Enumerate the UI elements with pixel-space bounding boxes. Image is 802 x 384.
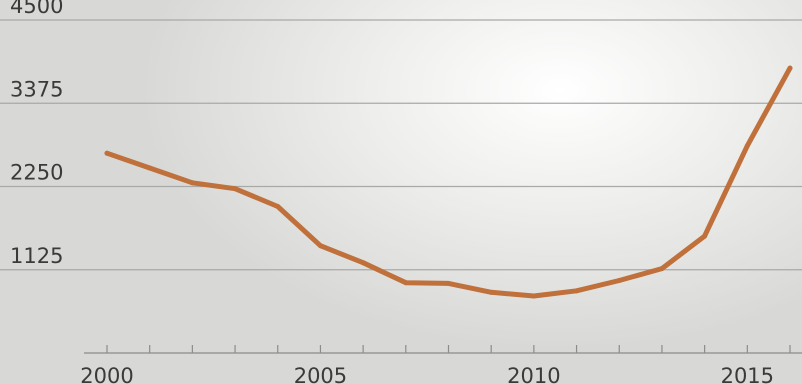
y-tick-label: 3375: [10, 77, 63, 101]
data-point-2001: [147, 165, 153, 171]
data-point-2016: [787, 65, 793, 71]
data-point-2000: [104, 150, 110, 156]
y-tick-label: 1125: [10, 244, 63, 268]
data-point-2002: [189, 180, 195, 186]
data-point-2014: [702, 233, 708, 239]
x-tick-label: 2000: [80, 364, 133, 384]
data-point-2008: [446, 280, 451, 286]
series-line-0: [104, 65, 793, 299]
data-point-2009: [488, 289, 494, 295]
data-point-2013: [659, 266, 665, 272]
x-tick-label: 2010: [507, 364, 560, 384]
y-tick-label: 4500: [10, 0, 63, 18]
data-point-2006: [360, 260, 366, 266]
data-point-2007: [403, 280, 409, 286]
data-point-2005: [317, 243, 323, 249]
x-tick-label: 2015: [721, 364, 774, 384]
data-point-2015: [744, 143, 750, 149]
data-point-2010: [531, 293, 537, 299]
y-tick-label: 2250: [10, 161, 63, 185]
data-point-2011: [574, 288, 580, 294]
data-point-2004: [275, 203, 281, 209]
x-tick-label: 2005: [294, 364, 347, 384]
data-point-2012: [616, 277, 622, 283]
data-point-2003: [232, 186, 238, 192]
